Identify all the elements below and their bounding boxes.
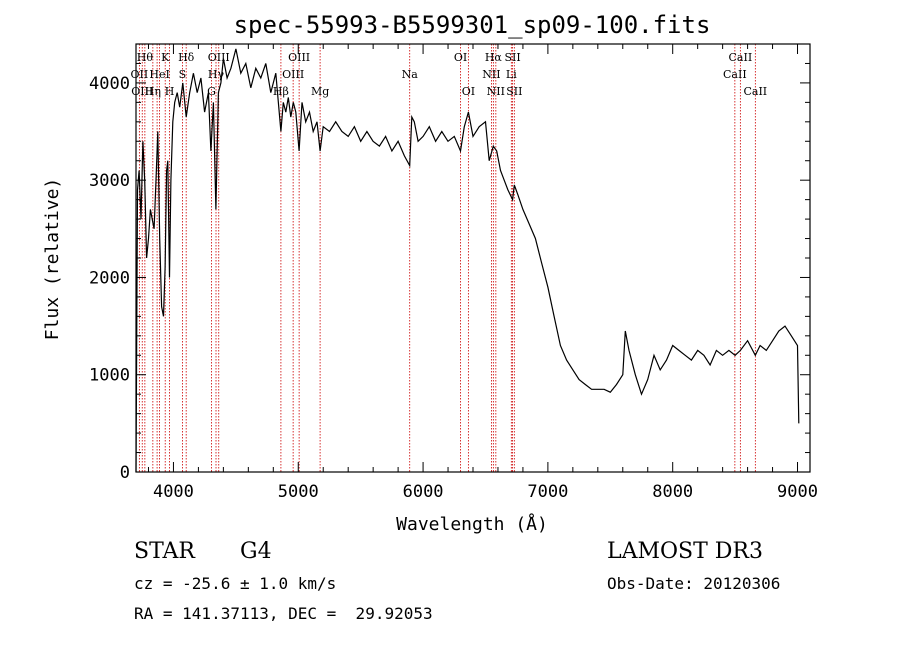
line-markers (138, 44, 756, 472)
line-marker-label: H (165, 85, 175, 98)
line-marker-label: Hη (145, 85, 161, 98)
y-tick-label: 4000 (89, 74, 130, 94)
line-marker-label: NII (487, 85, 505, 98)
line-marker-label: Hθ (137, 51, 154, 64)
line-marker-label: CaII (743, 85, 767, 98)
x-tick-label: 9000 (777, 482, 818, 502)
line-marker-label: OIII (208, 51, 230, 64)
line-marker-label: SII (506, 85, 522, 98)
line-marker-label: Hα (485, 51, 503, 64)
line-marker-label: Hγ (208, 68, 225, 81)
line-marker-label: Hβ (273, 85, 289, 98)
line-marker-label: NII (482, 68, 500, 81)
line-marker-label: K (161, 51, 170, 64)
object-class: STAR (134, 539, 195, 564)
survey-name: LAMOST DR3 (607, 539, 763, 564)
line-marker-label: OI (462, 85, 475, 98)
line-marker-label: Na (402, 68, 419, 81)
x-axis-label: Wavelength (Å) (396, 513, 548, 535)
line-marker-label: CaII (723, 68, 747, 81)
y-axis-label: Flux (relative) (42, 178, 63, 341)
object-subclass: G4 (240, 539, 272, 564)
line-marker-label: HeI (149, 68, 169, 81)
line-marker-label: OIII (131, 85, 153, 98)
line-marker-label: G (207, 85, 216, 98)
redshift-text: cz = -25.6 ± 1.0 km/s (134, 574, 337, 593)
y-tick-label: 1000 (89, 366, 130, 386)
chart-title: spec-55993-B5599301_sp09-100.fits (234, 11, 711, 39)
y-tick-label: 0 (120, 463, 130, 483)
x-tick-label: 6000 (403, 482, 444, 502)
line-marker-label: SII (504, 51, 520, 64)
x-tick-label: 8000 (652, 482, 693, 502)
x-tick-label: 4000 (153, 482, 194, 502)
line-marker-label: OIII (282, 68, 304, 81)
line-marker-label: S (179, 68, 187, 81)
x-tick-label: 7000 (527, 482, 568, 502)
line-marker-label: OIII (288, 51, 310, 64)
y-tick-label: 3000 (89, 171, 130, 191)
obs-date: Obs-Date: 20120306 (607, 574, 781, 593)
line-marker-label: CaII (729, 51, 753, 64)
line-marker-label: OII (131, 68, 149, 81)
spectrum-series-line (135, 48, 800, 473)
line-marker-label: OI (454, 51, 467, 64)
ra-dec: RA = 141.37113, DEC = 29.92053 (134, 604, 433, 623)
line-marker-label: Mg (311, 85, 329, 98)
plot-frame (135, 43, 811, 473)
line-marker-label: Li (506, 68, 517, 81)
line-marker-labels: OII OIII Hθ Hη HeI K HS Hδ G Hγ OIII Hβ OIII OIII Mg Na… (131, 51, 768, 98)
x-tick-label: 5000 (278, 482, 319, 502)
y-tick-label: 2000 (89, 268, 130, 288)
axis-ticks: 4000 5000 6000 7000 8000 9000 0 1000 2000 3000 400… (89, 43, 818, 502)
line-marker-label: Hδ (178, 51, 195, 64)
